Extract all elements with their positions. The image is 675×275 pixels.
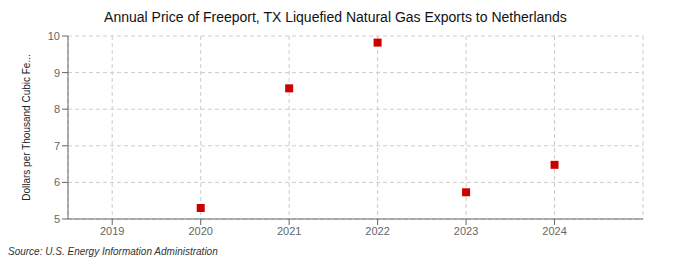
svg-text:8: 8: [54, 103, 60, 115]
svg-text:2021: 2021: [277, 225, 301, 237]
html-text:Source: U.S. Energy Informatio: Source: U.S. Energy Information Administ…: [8, 246, 218, 257]
svg-text:5: 5: [54, 213, 60, 225]
svg-text:7: 7: [54, 140, 60, 152]
html-text:Annual Price of Freeport, TX L: Annual Price of Freeport, TX Liquefied N…: [104, 9, 567, 25]
svg-text:2024: 2024: [542, 225, 566, 237]
svg-text:2023: 2023: [454, 225, 478, 237]
svg-text:2022: 2022: [365, 225, 389, 237]
svg-text:Dollars per Thousand Cubic Fe.: Dollars per Thousand Cubic Fe...: [21, 54, 32, 201]
svg-text:9: 9: [54, 67, 60, 79]
svg-text:10: 10: [48, 30, 60, 42]
svg-text:2020: 2020: [188, 225, 212, 237]
svg-text:2019: 2019: [100, 225, 124, 237]
svg-text:6: 6: [54, 176, 60, 188]
